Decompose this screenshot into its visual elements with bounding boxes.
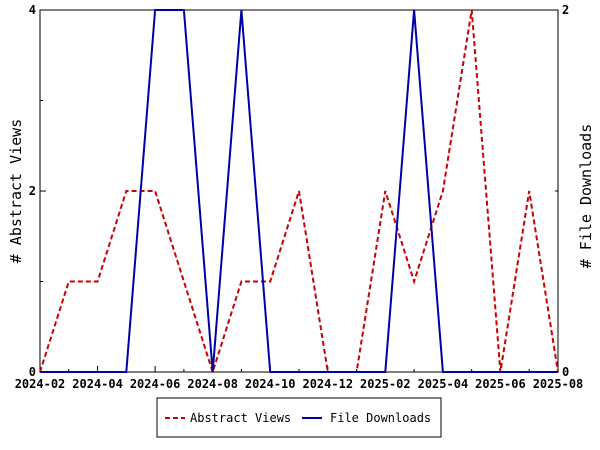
y-axis-right-title: # File Downloads xyxy=(577,124,595,269)
legend-label-abstract-views: Abstract Views xyxy=(190,411,291,425)
x-tick-label: 2024-02 xyxy=(15,377,66,391)
x-tick-label: 2025-04 xyxy=(418,377,469,391)
y-left-tick-label: 0 xyxy=(29,365,36,379)
x-tick-label: 2025-02 xyxy=(360,377,411,391)
x-tick-label: 2024-10 xyxy=(245,377,296,391)
y-right-tick-label: 2 xyxy=(562,3,569,17)
legend: Abstract Views File Downloads xyxy=(156,397,442,438)
x-tick-label: 2024-04 xyxy=(72,377,123,391)
series-line-abstract-views xyxy=(39,9,559,376)
y-axis-left-title: # Abstract Views xyxy=(7,119,25,264)
y-right-tick-label: 0 xyxy=(562,365,569,379)
x-tick-label: 2024-12 xyxy=(302,377,353,391)
x-tick-label: 2025-06 xyxy=(475,377,526,391)
y-left-tick-label: 4 xyxy=(29,3,36,17)
x-tick-label: 2024-08 xyxy=(187,377,238,391)
x-tick-label: 2024-06 xyxy=(130,377,181,391)
x-tick-label: 2025-08 xyxy=(533,377,584,391)
legend-label-file-downloads: File Downloads xyxy=(330,411,431,425)
series-line-file-downloads xyxy=(40,9,558,373)
y-left-tick-label: 2 xyxy=(29,184,36,198)
